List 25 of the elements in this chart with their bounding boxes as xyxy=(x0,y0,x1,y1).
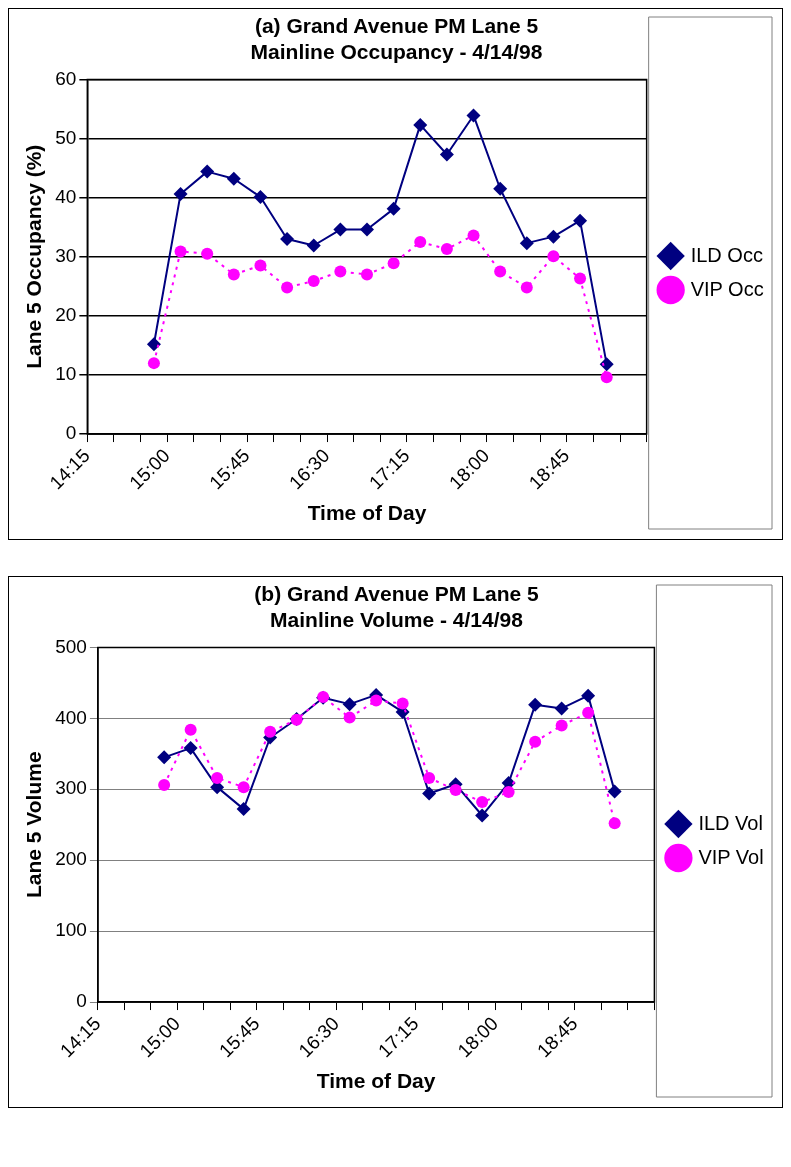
text: Mainline Occupancy - 4/14/98 xyxy=(250,39,543,63)
text: (b) Grand Avenue PM Lane 5 xyxy=(254,582,539,606)
y-tick-label: 60 xyxy=(55,67,77,89)
y-tick-label: 50 xyxy=(55,126,77,148)
x-axis-title: Time of Day xyxy=(307,501,427,525)
y-tick-label: 100 xyxy=(55,919,87,941)
legend-label: VIP Occ xyxy=(690,277,764,300)
y-tick-label: 40 xyxy=(55,185,77,207)
y-tick-label: 20 xyxy=(55,304,77,326)
legend-label: VIP Vol xyxy=(698,845,764,868)
y-tick-label: 0 xyxy=(65,422,77,444)
y-tick-label: 30 xyxy=(55,244,77,266)
y-axis-title: Lane 5 Occupancy (%) xyxy=(22,144,46,369)
x-axis-title: Time of Day xyxy=(316,1069,436,1093)
y-tick-label: 400 xyxy=(55,706,87,728)
y-tick-label: 0 xyxy=(76,990,87,1012)
y-axis-title: Lane 5 Volume xyxy=(22,751,46,899)
legend-label: ILD Occ xyxy=(690,243,763,266)
y-tick-label: 300 xyxy=(55,777,87,799)
legend-label: ILD Vol xyxy=(698,811,763,834)
y-tick-label: 200 xyxy=(55,848,87,870)
y-tick-label: 10 xyxy=(55,363,77,385)
text: (a) Grand Avenue PM Lane 5 xyxy=(254,14,539,38)
text: Mainline Volume - 4/14/98 xyxy=(270,607,523,631)
y-tick-label: 500 xyxy=(55,635,87,657)
